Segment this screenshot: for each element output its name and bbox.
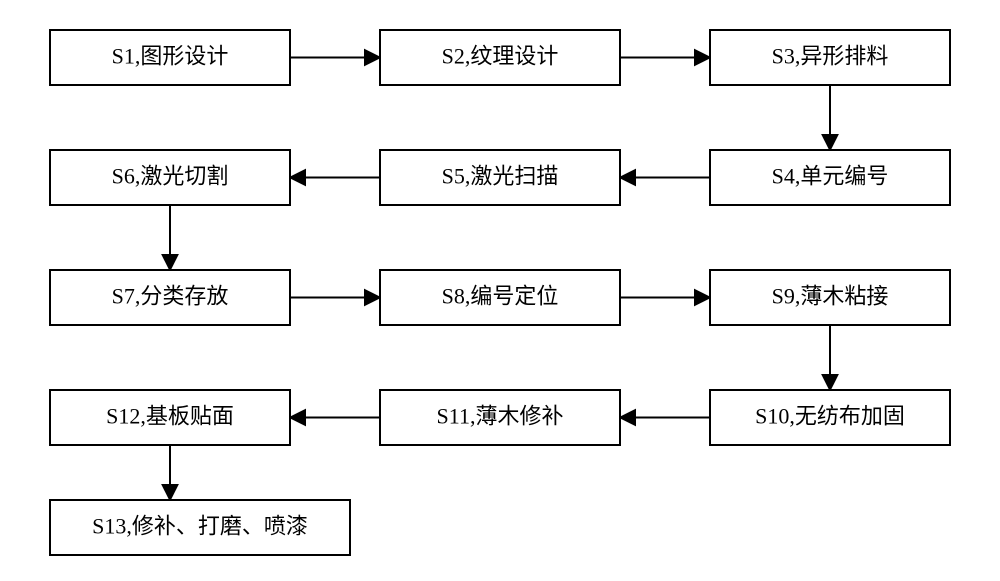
node-label: S5,激光扫描 [442,164,559,189]
node-s12: S12,基板贴面 [50,390,290,445]
node-label: S7,分类存放 [112,284,229,309]
node-label: S11,薄木修补 [437,404,564,429]
node-label: S13,修补、打磨、喷漆 [92,514,308,539]
node-s9: S9,薄木粘接 [710,270,950,325]
node-s8: S8,编号定位 [380,270,620,325]
node-label: S6,激光切割 [112,164,229,189]
node-label: S3,异形排料 [772,44,889,69]
node-s4: S4,单元编号 [710,150,950,205]
node-s7: S7,分类存放 [50,270,290,325]
node-s5: S5,激光扫描 [380,150,620,205]
node-label: S9,薄木粘接 [772,284,889,309]
node-s6: S6,激光切割 [50,150,290,205]
node-label: S10,无纺布加固 [755,404,905,429]
flowchart-canvas: S1,图形设计 S2,纹理设计 S3,异形排料 S6,激光切割 S5,激光扫描 S4,单元… [0,0,1000,581]
node-label: S12,基板贴面 [106,404,234,429]
node-s3: S3,异形排料 [710,30,950,85]
node-s13: S13,修补、打磨、喷漆 [50,500,350,555]
node-label: S4,单元编号 [772,164,889,189]
node-label: S2,纹理设计 [442,44,559,69]
node-s2: S2,纹理设计 [380,30,620,85]
node-s11: S11,薄木修补 [380,390,620,445]
node-label: S8,编号定位 [442,284,559,309]
node-s1: S1,图形设计 [50,30,290,85]
node-label: S1,图形设计 [112,44,229,69]
node-s10: S10,无纺布加固 [710,390,950,445]
